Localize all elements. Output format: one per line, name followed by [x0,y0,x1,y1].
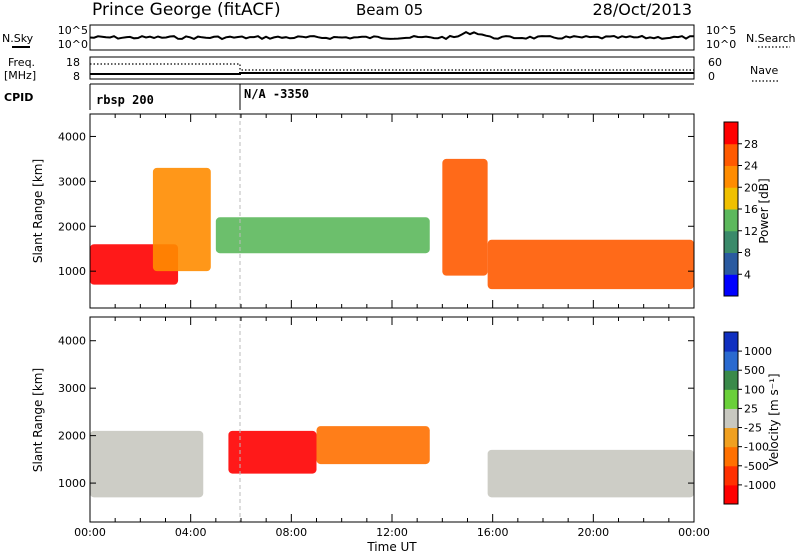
freq-tick-high: 18 [66,56,80,69]
power-swatch-1 [724,252,738,275]
nsky-label: N.Sky [2,32,34,45]
cpid-segment-1: rbsp 200 [96,93,154,107]
power-ylabel: Slant Range [km] [31,159,45,263]
velocity-cbar-tick-2: 100 [744,383,765,396]
velocity-feature-2 [316,426,430,465]
velocity-cbar-tick-7: -1000 [744,479,776,492]
velocity-swatch-6 [724,370,738,390]
velocity-colorbar-label: Velocity [m s⁻¹] [767,373,781,466]
velocity-swatch-4 [724,408,738,429]
velocity-ytick-3: 4000 [58,335,86,348]
velocity-ytick-2: 3000 [58,382,86,395]
power-heatmap [90,158,694,290]
power-cbar-tick-5: 24 [744,160,758,173]
velocity-cbar-tick-6: -500 [744,460,769,473]
velocity-ytick-0: 1000 [58,477,86,490]
power-ytick-0: 1000 [58,265,86,278]
freq-panel [89,56,695,80]
power-swatch-3 [724,209,738,232]
power-cbar-tick-6: 28 [744,138,758,151]
power-colorbar-label: Power [dB] [757,178,771,243]
freq-tick-low: 8 [73,70,80,83]
velocity-heatmap [90,426,694,498]
x-tick-0: 00:00 [74,526,106,539]
nave-tick-high: 60 [708,56,722,69]
velocity-cbar-tick-5: -100 [744,441,769,454]
velocity-feature-1 [228,430,317,474]
velocity-feature-0 [90,430,204,498]
velocity-swatch-7 [724,351,738,371]
x-tick-1: 04:00 [175,526,207,539]
velocity-swatch-3 [724,427,738,448]
power-feature-2 [215,217,430,254]
nsky-tick-low: 10^0 [58,38,88,51]
x-tick-4: 16:00 [477,526,509,539]
nsky-tick-high: 10^5 [58,24,88,37]
power-swatch-4 [724,187,738,210]
x-tick-6: 00:00 [678,526,710,539]
velocity-cbar-tick-4: -25 [744,422,762,435]
power-ytick-3: 4000 [58,130,86,143]
power-feature-1 [152,167,211,272]
power-swatch-5 [724,165,738,188]
velocity-ylabel: Slant Range [km] [31,368,45,472]
velocity-cbar-tick-3: 25 [744,402,758,415]
power-cbar-tick-4: 20 [744,181,758,194]
power-feature-4 [487,239,694,290]
station-title: Prince George (fitACF) [92,0,281,20]
nsearch-tick-high: 10^5 [706,24,736,37]
nsearch-tick-low: 10^0 [706,38,736,51]
freq-trace [90,72,694,75]
velocity-swatch-2 [724,446,738,467]
velocity-swatch-8 [724,332,738,352]
power-swatch-0 [724,274,738,297]
power-feature-3 [442,158,488,276]
power-cbar-tick-2: 12 [744,225,758,238]
velocity-swatch-0 [724,484,738,505]
velocity-swatch-1 [724,465,738,486]
beam-title: Beam 05 [356,1,423,19]
power-swatch-6 [724,143,738,166]
x-axis-label: Time UT [366,540,417,554]
velocity-feature-3 [487,449,694,498]
x-tick-2: 08:00 [275,526,307,539]
cpid-label: CPID [4,91,33,104]
nsearch-label: N.Search [746,32,796,45]
cpid-segment-2: N/A -3350 [244,87,309,101]
nave-trace [90,63,694,71]
x-tick-3: 12:00 [376,526,408,539]
power-ytick-1: 2000 [58,220,86,233]
velocity-cbar-tick-0: 1000 [744,345,772,358]
date-title: 28/Oct/2013 [592,0,692,19]
power-ytick-2: 3000 [58,175,86,188]
power-swatch-7 [724,122,738,145]
power-swatch-2 [724,230,738,253]
power-cbar-tick-3: 16 [744,203,758,216]
velocity-swatch-5 [724,389,738,409]
nave-label: Nave [750,64,778,77]
nave-tick-low: 0 [708,70,715,83]
nsky-trace [89,30,694,41]
freq-label: Freq. [8,56,35,69]
velocity-cbar-tick-1: 500 [744,364,765,377]
power-cbar-tick-0: 4 [744,268,751,281]
velocity-ytick-1: 2000 [58,430,86,443]
x-tick-5: 20:00 [577,526,609,539]
freq-unit: [MHz] [4,69,36,82]
power-cbar-tick-1: 8 [744,247,751,260]
